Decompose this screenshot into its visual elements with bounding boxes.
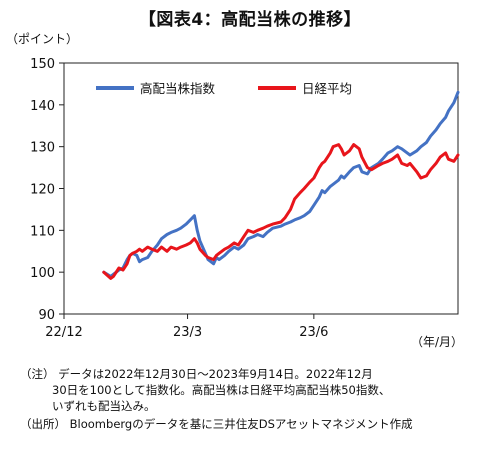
y-tick-label-90: 90 [38,308,55,323]
y-tick-label-110: 110 [30,224,55,239]
y-axis-unit-label: （ポイント） [6,32,79,46]
x-axis-ticks: 22/12 23/3 23/6 [45,314,328,340]
y-tick-label-140: 140 [30,99,55,114]
note-line-2: 30日を100として指数化。高配当株は日経平均高配当株50指数、 [52,383,391,397]
x-tick-label-0: 22/12 [45,325,82,340]
plot-area-frame [63,62,459,315]
y-tick-label-100: 100 [30,266,55,281]
y-axis-ticks: 90 100 110 120 130 140 150 [30,57,64,323]
series-line-1 [102,143,460,280]
x-axis-unit-label: （年/月） [411,335,464,349]
note-line-3: いずれも配当込み。 [52,399,156,413]
chart-title: 【図表4：高配当株の推移】 [138,10,362,30]
legend-label-0: 高配当株指数 [140,81,216,96]
series-lines [102,90,460,280]
series-line-0 [102,90,460,278]
chart-legend: 高配当株指数 日経平均 [96,81,352,96]
source-note: （出所） Bloombergのデータを基に三井住友DSアセットマネジメント作成 [20,417,413,431]
y-tick-label-150: 150 [30,57,55,72]
y-tick-label-120: 120 [30,183,55,198]
y-tick-label-130: 130 [30,141,55,156]
x-tick-label-2: 23/6 [299,325,328,340]
x-tick-label-1: 23/3 [173,325,202,340]
note-line-1: （注） データは2022年12月30日～2023年9月14日。2022年12月 [20,367,373,381]
legend-label-1: 日経平均 [302,81,352,96]
